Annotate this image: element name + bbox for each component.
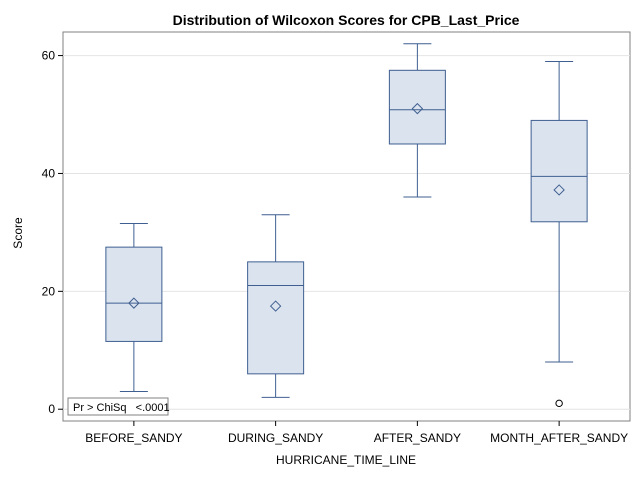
x-axis: BEFORE_SANDY DURING_SANDY AFTER_SANDY MONTH… [85,421,628,445]
mean-marker [269,300,282,312]
inset-text: Pr > ChiSq <.0001 [73,402,170,414]
box-month-after-sandy [530,60,588,408]
y-tick-label: 60 [42,49,56,63]
iqr-box [247,261,305,375]
x-tick-label: MONTH_AFTER_SANDY [490,431,628,445]
x-tick-label: AFTER_SANDY [374,431,461,445]
mean-marker [553,184,565,196]
iqr-box [388,69,446,145]
outlier-point [555,399,563,408]
box-before-sandy [105,223,163,393]
x-tick-label: BEFORE_SANDY [85,431,182,445]
y-tick-label: 40 [42,166,56,180]
plot-frame [62,31,631,422]
box-series [105,43,588,408]
x-tick-label: DURING_SANDY [228,431,323,445]
chart-title: Distribution of Wilcoxon Scores for CPB_… [173,12,520,28]
iqr-box [105,246,163,342]
mean-marker [128,297,140,309]
mean-marker [411,102,424,115]
y-tick-label: 0 [48,402,55,416]
y-tick-label: 20 [42,284,56,298]
box-during-sandy [247,214,305,398]
grid-lines [63,55,630,410]
y-axis-label: Score [11,217,25,249]
x-axis-label: HURRICANE_TIME_LINE [276,453,416,467]
iqr-box [530,119,588,223]
y-axis: 0 20 40 60 [42,49,63,416]
inset-border [67,397,169,416]
box-after-sandy [388,43,446,198]
chisq-inset: Pr > ChiSq <.0001 [67,397,170,416]
